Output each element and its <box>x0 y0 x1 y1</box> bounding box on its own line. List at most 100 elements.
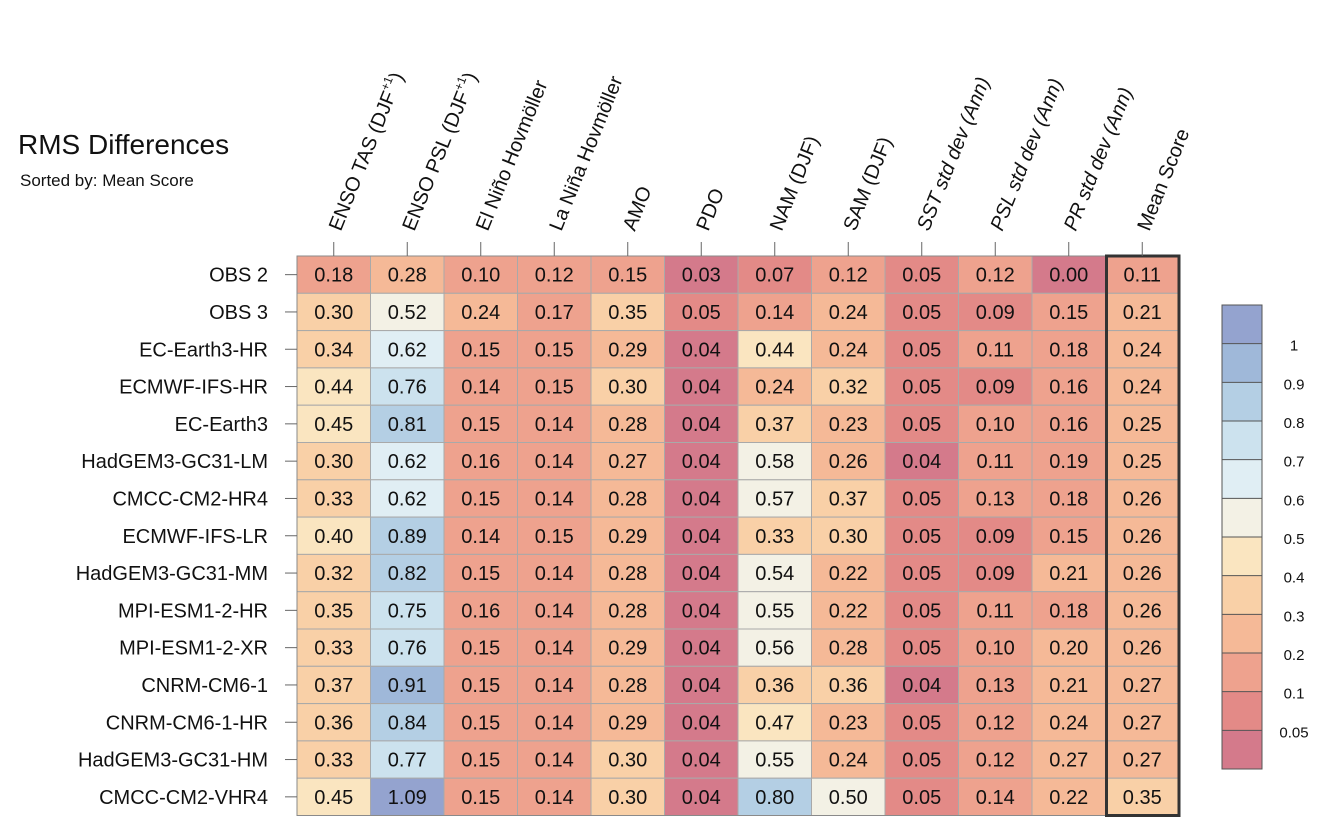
heatmap-cell <box>370 628 445 667</box>
row-label: HadGEM3-GC31-HM <box>78 750 268 772</box>
column-label: ENSO TAS (DJF+1) <box>322 68 408 234</box>
cell-value-label: 0.27 <box>1123 750 1162 772</box>
cell-value-label: 0.28 <box>608 600 647 622</box>
cell-value-label: 0.15 <box>1049 302 1088 324</box>
colorbar-swatch <box>1222 653 1262 692</box>
cell-value-label: 0.15 <box>461 488 500 510</box>
heatmap-cell <box>811 255 886 294</box>
heatmap-cell <box>370 591 445 630</box>
cell-value-label: 0.16 <box>461 451 500 473</box>
cell-value-label: 0.75 <box>388 600 427 622</box>
cell-value-label: 0.14 <box>535 638 574 660</box>
cell-value-label: 0.30 <box>608 750 647 772</box>
cell-value-label: 0.24 <box>1123 339 1162 361</box>
heatmap-cell <box>664 479 739 518</box>
cell-value-label: 0.11 <box>977 339 1014 361</box>
colorbar-tick-label: 0.5 <box>1284 531 1305 548</box>
heatmap-cell <box>443 404 518 444</box>
heatmap-cell <box>664 703 739 742</box>
heatmap-cell <box>517 740 592 779</box>
heatmap-cell <box>737 479 812 518</box>
row-label: EC-Earth3-HR <box>139 339 268 361</box>
cell-value-label: 0.11 <box>977 600 1014 622</box>
heatmap-cell <box>884 292 959 332</box>
cell-value-label: 0.29 <box>608 712 647 734</box>
heatmap-cell <box>664 292 739 332</box>
column-label: PSL std dev (Ann) <box>986 75 1067 233</box>
cell-value-label: 0.62 <box>388 339 427 361</box>
cell-value-label: 0.04 <box>682 787 721 809</box>
heatmap-cell <box>1031 628 1106 667</box>
cell-value-label: 0.30 <box>608 377 647 399</box>
cell-value-label: 0.27 <box>608 451 647 473</box>
cell-value-label: 0.28 <box>608 488 647 510</box>
heatmap-cell <box>296 516 371 555</box>
cell-value-label: 0.11 <box>977 451 1014 473</box>
cell-value-label: 0.15 <box>461 712 500 734</box>
heatmap-cell <box>517 628 592 667</box>
cell-value-label: 0.09 <box>976 377 1015 399</box>
cell-value-label: 0.12 <box>829 265 868 287</box>
heatmap-cell <box>1105 740 1180 779</box>
heatmap-cell <box>443 330 518 369</box>
cell-value-label: 0.62 <box>388 451 427 473</box>
cell-value-label: 0.15 <box>461 787 500 809</box>
heatmap-cell <box>443 367 518 406</box>
heatmap-cell <box>737 330 812 369</box>
cell-value-label: 0.14 <box>535 563 574 585</box>
column-label: PDO <box>692 185 729 233</box>
heatmap-cell <box>737 553 812 593</box>
cell-value-label: 0.05 <box>902 600 941 622</box>
cell-value-label: 0.40 <box>314 526 353 548</box>
cell-value-label: 0.15 <box>461 750 500 772</box>
heatmap-cell <box>296 255 371 294</box>
cell-value-label: 0.10 <box>461 265 500 287</box>
heatmap-cell <box>443 628 518 667</box>
cell-value-label: 0.05 <box>902 339 941 361</box>
cell-value-label: 0.52 <box>388 302 427 324</box>
colorbar-tick-label: 0.9 <box>1284 376 1305 393</box>
cell-value-label: 0.62 <box>388 488 427 510</box>
cell-value-label: 0.35 <box>314 600 353 622</box>
cell-value-label: 0.80 <box>755 787 794 809</box>
heatmap-cell <box>811 404 886 444</box>
heatmap-cell <box>811 777 886 817</box>
heatmap-cell <box>296 703 371 742</box>
heatmap-cell <box>1105 367 1180 406</box>
heatmap-cell <box>1105 553 1180 593</box>
cell-value-label: 0.82 <box>388 563 427 585</box>
heatmap-cell <box>737 591 812 630</box>
row-label: OBS 2 <box>209 265 268 287</box>
cell-value-label: 0.05 <box>902 526 941 548</box>
heatmap-cell <box>958 479 1033 518</box>
row-label: CMCC-CM2-VHR4 <box>99 787 268 809</box>
heatmap-cell <box>517 292 592 332</box>
cell-value-label: 0.05 <box>902 265 941 287</box>
row-label: CNRM-CM6-1 <box>141 675 268 697</box>
colorbar-tick-label: 0.4 <box>1284 570 1305 587</box>
colorbar-swatch <box>1222 498 1262 537</box>
cell-value-label: 0.05 <box>902 787 941 809</box>
heatmap-cell <box>958 777 1033 817</box>
cell-value-label: 0.05 <box>902 712 941 734</box>
cell-value-label: 0.15 <box>535 526 574 548</box>
cell-value-label: 0.18 <box>314 265 353 287</box>
heatmap-cell <box>1105 330 1180 369</box>
cell-value-label: 0.56 <box>755 638 794 660</box>
cell-value-label: 0.18 <box>1049 339 1088 361</box>
heatmap-cell <box>517 703 592 742</box>
heatmap-cell <box>811 553 886 593</box>
cell-value-label: 0.37 <box>755 414 794 436</box>
cell-value-label: 0.27 <box>1123 675 1162 697</box>
row-label: HadGEM3-GC31-LM <box>81 451 268 473</box>
colorbar-tick-label: 0.3 <box>1284 608 1305 625</box>
heatmap-cell <box>517 553 592 593</box>
heatmap-cell <box>370 703 445 742</box>
cell-value-label: 0.16 <box>461 600 500 622</box>
heatmap-cell <box>296 479 371 518</box>
cell-value-label: 0.04 <box>682 638 721 660</box>
cell-value-label: 0.15 <box>461 563 500 585</box>
cell-value-label: 0.04 <box>682 563 721 585</box>
cell-value-label: 0.12 <box>535 265 574 287</box>
row-label: HadGEM3-GC31-MM <box>76 563 268 585</box>
